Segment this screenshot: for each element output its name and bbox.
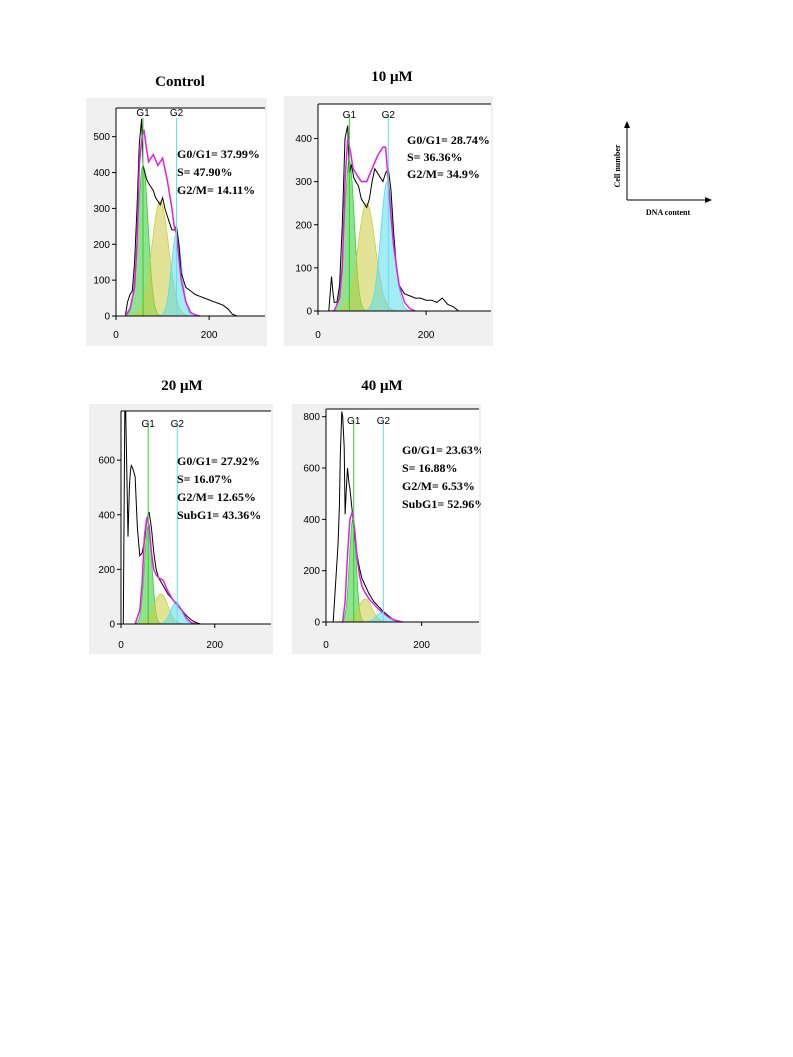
histogram-control: G1 G2 0 100 200 300 400 500 0 200 G0/G1= 37.99% S= … bbox=[86, 98, 267, 346]
y-tick-label: 600 bbox=[98, 456, 115, 467]
y-tick-label: 0 bbox=[306, 307, 312, 318]
panel-title-10um: 10 μM bbox=[371, 69, 413, 85]
fit-line bbox=[333, 138, 416, 312]
stat-annotation: S= 16.07% bbox=[177, 472, 233, 486]
stat-annotation: G0/G1= 27.92% bbox=[177, 454, 260, 468]
histogram-40um: G1 G2 0 200 400 600 800 0 200 G0/G1= 23.63% S= 16.… bbox=[292, 404, 481, 654]
y-tick-label: 0 bbox=[314, 618, 320, 629]
y-tick-label: 300 bbox=[295, 177, 312, 188]
y-tick-label: 100 bbox=[295, 263, 312, 274]
stat-annotation: G2/M= 14.11% bbox=[177, 183, 255, 197]
x-tick-label: 200 bbox=[413, 640, 430, 651]
stat-annotation: G2/M= 34.9% bbox=[407, 167, 480, 181]
stat-annotation: G2/M= 12.65% bbox=[177, 490, 256, 504]
y-tick-label: 400 bbox=[295, 134, 312, 145]
stat-annotation: S= 16.88% bbox=[402, 461, 458, 475]
y-tick-label: 100 bbox=[93, 276, 110, 287]
y-tick-label: 200 bbox=[295, 220, 312, 231]
y-tick-label: 800 bbox=[303, 412, 320, 423]
marker-g1-label: G1 bbox=[142, 419, 156, 430]
y-tick-label: 400 bbox=[98, 510, 115, 521]
key-x-arrow-icon bbox=[705, 197, 712, 203]
marker-g2-label: G2 bbox=[171, 419, 185, 430]
marker-g1-label: G1 bbox=[343, 110, 357, 121]
x-tick-label: 0 bbox=[118, 640, 124, 651]
x-tick-label: 200 bbox=[201, 330, 218, 341]
stat-annotation: G2/M= 6.53% bbox=[402, 479, 475, 493]
y-tick-label: 200 bbox=[303, 566, 320, 577]
x-tick-label: 0 bbox=[315, 330, 321, 341]
key-x-label: DNA content bbox=[646, 208, 691, 217]
y-tick-label: 500 bbox=[93, 132, 110, 143]
y-tick-label: 200 bbox=[98, 565, 115, 576]
fit-line bbox=[341, 511, 403, 623]
marker-g2-label: G2 bbox=[382, 110, 396, 121]
fit-line bbox=[134, 517, 197, 625]
x-tick-label: 0 bbox=[113, 330, 119, 341]
stat-annotation: S= 47.90% bbox=[177, 165, 233, 179]
axis-key: Cell number DNA content bbox=[613, 121, 712, 217]
key-y-label: Cell number bbox=[613, 144, 622, 187]
y-tick-label: 400 bbox=[93, 168, 110, 179]
stat-annotation: SubG1= 43.36% bbox=[177, 508, 261, 522]
y-tick-label: 300 bbox=[93, 204, 110, 215]
panel-title-20um: 20 μM bbox=[161, 378, 203, 394]
histogram-line bbox=[116, 118, 265, 317]
x-tick-label: 200 bbox=[418, 330, 435, 341]
histogram-10um: G1 G2 0 100 200 300 400 0 200 G0/G1= 28.74% S= 36.… bbox=[284, 96, 493, 346]
x-tick-label: 200 bbox=[206, 640, 223, 651]
x-tick-label: 0 bbox=[323, 640, 329, 651]
stat-annotation: G0/G1= 37.99% bbox=[177, 147, 260, 161]
histogram-20um: G1 G2 0 200 400 600 0 200 G0/G1= 27.92% S= 16.07%… bbox=[89, 404, 273, 654]
marker-g2-label: G2 bbox=[377, 416, 391, 427]
y-tick-label: 0 bbox=[109, 620, 115, 631]
histogram-line bbox=[318, 125, 491, 312]
panel-title-control: Control bbox=[155, 74, 205, 90]
marker-g1-label: G1 bbox=[347, 416, 361, 427]
stat-annotation: S= 36.36% bbox=[407, 150, 463, 164]
stat-annotation: G0/G1= 23.63% bbox=[402, 443, 481, 457]
y-tick-label: 600 bbox=[303, 464, 320, 475]
marker-g1-label: G1 bbox=[136, 108, 150, 119]
panel-title-40um: 40 μM bbox=[361, 378, 403, 394]
y-tick-label: 200 bbox=[93, 240, 110, 251]
key-y-arrow-icon bbox=[624, 121, 630, 128]
stat-annotation: G0/G1= 28.74% bbox=[407, 133, 490, 147]
y-tick-label: 400 bbox=[303, 515, 320, 526]
y-tick-label: 0 bbox=[104, 312, 110, 323]
fit-line bbox=[124, 129, 200, 317]
stat-annotation: SubG1= 52.96% bbox=[402, 497, 481, 511]
marker-g2-label: G2 bbox=[170, 108, 184, 119]
